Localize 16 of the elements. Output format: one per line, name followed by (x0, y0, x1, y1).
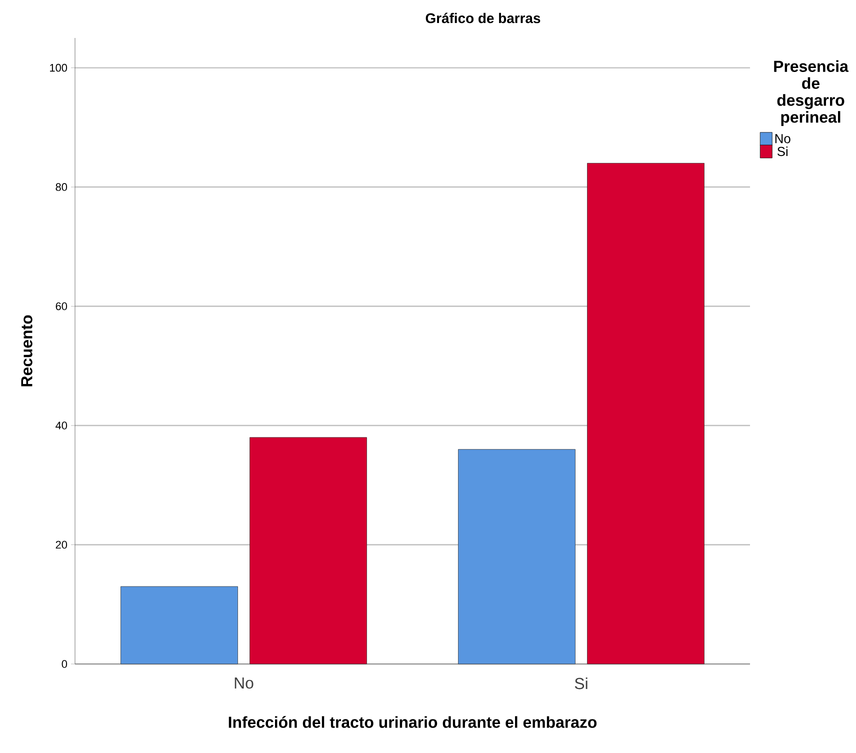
legend-label: Si (777, 146, 788, 156)
bar (120, 586, 238, 664)
legend-title: Presencia de desgarro perineal (774, 60, 849, 126)
y-tick-label: 40 (56, 422, 68, 430)
y-tick-label: 80 (56, 183, 68, 191)
y-tick-label: 60 (56, 302, 68, 310)
bar (458, 449, 576, 664)
x-axis-title: Infección del tracto urinario durante el embarazo (228, 716, 597, 728)
legend-label: No (775, 134, 790, 144)
bar (587, 162, 704, 664)
y-tick-label: 20 (56, 540, 68, 549)
y-tick-label: 100 (50, 64, 68, 72)
bar (250, 437, 367, 664)
chart-title: Gráfico de barras (426, 12, 540, 24)
y-axis-title: Recuento (21, 315, 32, 386)
y-tick-label: 0 (62, 660, 68, 668)
